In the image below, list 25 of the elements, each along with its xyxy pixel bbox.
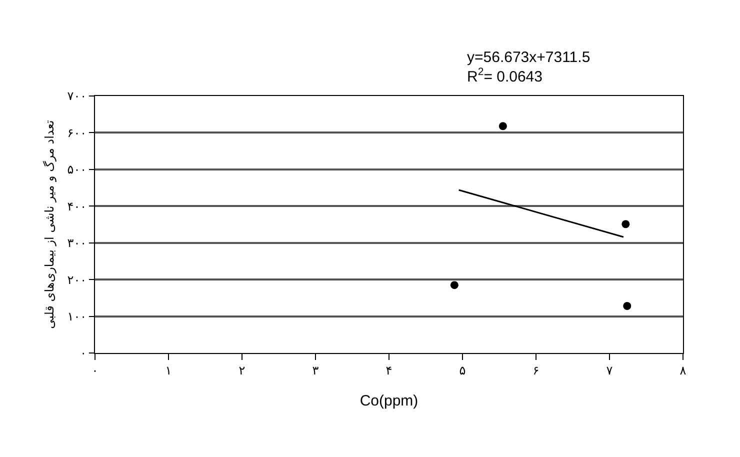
x-tick-label: ۱	[165, 363, 172, 378]
y-tick-label: ۶۰۰	[67, 126, 87, 140]
x-tick-label: ۸	[680, 363, 687, 378]
x-tick-label: ۳	[312, 363, 320, 378]
point	[450, 281, 458, 290]
x-tick-label: ۰	[92, 363, 98, 378]
x-tick-label: ۷	[606, 363, 614, 378]
x-tick-label: ۶	[532, 363, 540, 378]
y-tick-label: ۳۰۰	[67, 236, 87, 250]
y-tick-label: ۰	[80, 346, 87, 360]
x-tick-label: ۴	[386, 363, 392, 378]
point	[623, 302, 632, 310]
point	[622, 220, 630, 228]
y-tick-label: ۷۰۰	[67, 89, 87, 104]
text: y=56.673x+7311.5	[467, 49, 590, 66]
y-axis-title: تعداد مرگ و میر ناشی از بیماری‌های قلبی	[42, 120, 57, 329]
x-tick-label: ۲	[238, 363, 246, 378]
point	[498, 122, 507, 130]
text: R$^{2}$= 0.0643	[467, 66, 542, 86]
y-tick-label: ۴۰۰	[67, 199, 87, 214]
y-tick-label: ۲۰۰	[67, 272, 87, 287]
x-tick-label: ۵	[459, 363, 466, 378]
y-tick-label: ۱۰۰	[67, 309, 87, 324]
x-axis-title: Co(ppm)	[360, 392, 418, 410]
y-tick-label: ۵۰۰	[67, 162, 87, 177]
